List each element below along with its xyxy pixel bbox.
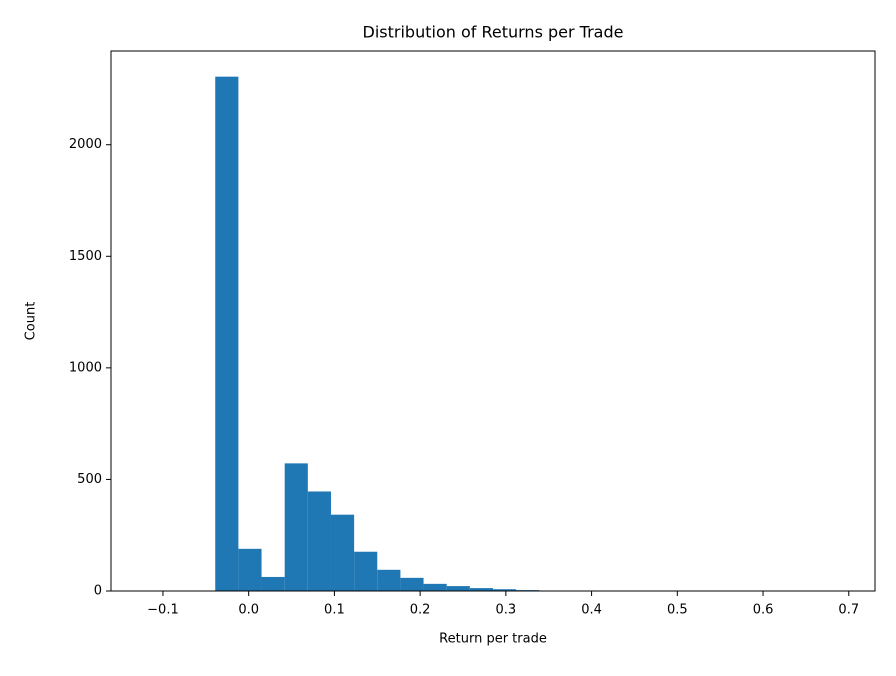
y-tick-label: 500 xyxy=(77,472,102,487)
x-axis-label: Return per trade xyxy=(439,632,547,647)
x-tick-label: 0.7 xyxy=(838,603,859,618)
x-tick-label: −0.1 xyxy=(147,603,179,618)
bar xyxy=(354,552,377,591)
bar xyxy=(447,586,470,591)
y-tick-label: 1500 xyxy=(69,249,102,264)
bar xyxy=(262,577,285,591)
bar xyxy=(308,491,331,591)
bar xyxy=(331,515,354,591)
bar xyxy=(238,549,261,591)
x-tick-label: 0.3 xyxy=(496,603,517,618)
x-tick-label: 0.4 xyxy=(581,603,602,618)
y-tick-label: 0 xyxy=(94,584,102,599)
x-tick-label: 0.0 xyxy=(238,603,259,618)
x-tick-label: 0.2 xyxy=(410,603,431,618)
y-axis-label: Count xyxy=(24,302,39,341)
bar xyxy=(215,77,238,591)
bar xyxy=(400,578,423,591)
chart-title: Distribution of Returns per Trade xyxy=(363,23,624,42)
bar xyxy=(377,570,400,591)
x-tick-label: 0.1 xyxy=(324,603,345,618)
bar xyxy=(424,584,447,591)
x-tick-label: 0.6 xyxy=(753,603,774,618)
bar xyxy=(285,463,308,591)
y-tick-label: 1000 xyxy=(69,360,102,375)
y-tick-label: 2000 xyxy=(69,137,102,152)
x-tick-label: 0.5 xyxy=(667,603,688,618)
